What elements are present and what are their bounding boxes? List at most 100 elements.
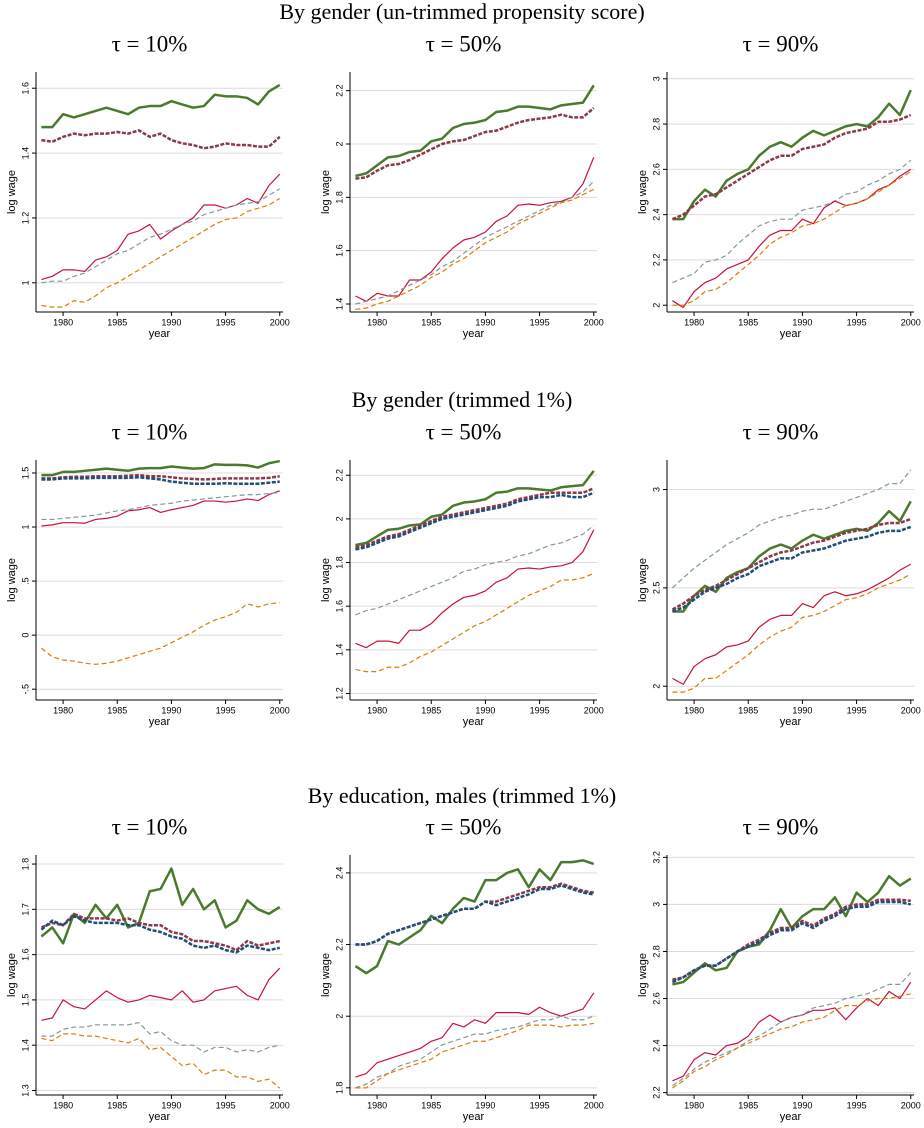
x-tick-label: 2000	[270, 1100, 290, 1110]
x-tick-label: 1990	[161, 1100, 181, 1110]
x-tick-label: 1985	[421, 1100, 441, 1110]
series-line	[355, 882, 594, 946]
y-tick-label: 2.2	[334, 84, 344, 97]
y-tick-label: 2	[651, 303, 661, 308]
x-tick-label: 2000	[584, 317, 604, 327]
x-tick-label: 1995	[530, 705, 550, 715]
y-tick-label: 1	[20, 525, 30, 530]
x-axis-label: year	[463, 1111, 485, 1123]
y-tick-label: 1.7	[20, 903, 30, 916]
x-tick-label: 1995	[530, 1100, 550, 1110]
series-line	[672, 168, 912, 309]
x-tick-label: 1980	[367, 705, 387, 715]
y-tick-label: 2.6	[651, 163, 661, 176]
series-line	[355, 572, 594, 673]
y-tick-label: 1.6	[20, 948, 30, 961]
series-line	[41, 197, 281, 308]
series-line	[672, 993, 911, 1089]
y-axis-label: log wage	[320, 953, 332, 997]
x-tick-label: 1985	[738, 317, 758, 327]
series-line	[671, 525, 912, 613]
x-tick-label: 1990	[475, 705, 495, 715]
series-line	[671, 517, 912, 611]
panel-title: τ = 50%	[426, 814, 502, 839]
series-line	[672, 563, 912, 685]
x-tick-label: 2000	[901, 705, 921, 715]
x-tick-label: 2000	[270, 705, 290, 715]
section-title: By gender (trimmed 1%)	[352, 387, 573, 412]
y-axis-label: log wage	[6, 953, 18, 997]
y-tick-label: 2.8	[651, 118, 661, 131]
y-tick-label: 2.2	[651, 1086, 661, 1099]
y-tick-label: -.5	[20, 684, 30, 695]
series-line	[41, 1021, 280, 1053]
section-title: By gender (un-trimmed propensity score)	[279, 0, 644, 24]
series-line	[355, 992, 595, 1078]
x-tick-label: 1995	[530, 317, 550, 327]
y-tick-label: 1.4	[20, 1039, 30, 1052]
x-tick-label: 1990	[161, 705, 181, 715]
series-line	[355, 491, 595, 551]
x-axis-label: year	[780, 1111, 802, 1123]
x-tick-label: 1980	[684, 1100, 704, 1110]
series-line	[672, 972, 912, 1087]
y-tick-label: 1.8	[20, 858, 30, 871]
x-tick-label: 1995	[847, 705, 867, 715]
series-line	[355, 180, 595, 305]
x-tick-label: 1980	[53, 317, 73, 327]
y-tick-label: 1.8	[334, 1082, 344, 1095]
series-line	[355, 1015, 594, 1089]
y-tick-label: 1.4	[334, 644, 344, 657]
series-line	[355, 524, 595, 616]
x-tick-label: 1985	[107, 705, 127, 715]
x-tick-label: 1980	[367, 317, 387, 327]
series-line	[355, 84, 595, 178]
x-axis-label: year	[780, 328, 802, 340]
x-tick-label: 1980	[684, 317, 704, 327]
x-tick-label: 1995	[216, 705, 236, 715]
y-tick-label: 1.2	[334, 687, 344, 700]
y-tick-label: 2.4	[334, 867, 344, 880]
x-tick-label: 2000	[584, 1100, 604, 1110]
y-tick-label: 3	[651, 487, 661, 492]
y-tick-label: 1.8	[334, 556, 344, 569]
series-line	[41, 476, 280, 486]
y-tick-label: 1.4	[334, 298, 344, 311]
series-line	[672, 159, 912, 284]
series-line	[41, 473, 280, 481]
x-tick-label: 2000	[901, 317, 921, 327]
y-tick-label: 1	[20, 280, 30, 285]
series-line	[355, 884, 594, 946]
series-line	[671, 900, 912, 984]
x-tick-label: 1980	[684, 705, 704, 715]
series-line	[41, 602, 280, 665]
series-line	[40, 867, 281, 945]
y-tick-label: 1.8	[334, 191, 344, 204]
panel-title: τ = 50%	[426, 419, 502, 444]
series-line	[41, 173, 281, 281]
x-axis-label: year	[780, 716, 802, 728]
y-tick-label: 2.6	[651, 992, 661, 1005]
y-tick-label: 2.5	[651, 582, 661, 595]
y-tick-label: 2	[651, 684, 661, 689]
series-line	[672, 469, 912, 589]
x-tick-label: 1985	[107, 1100, 127, 1110]
y-tick-label: .5	[20, 577, 30, 585]
y-axis-label: log wage	[320, 170, 332, 214]
x-tick-label: 1990	[475, 1100, 495, 1110]
x-tick-label: 1980	[367, 1100, 387, 1110]
y-tick-label: 1.5	[20, 467, 30, 480]
y-axis-label: log wage	[320, 558, 332, 602]
series-line	[41, 129, 281, 150]
y-tick-label: 1.6	[20, 82, 30, 95]
y-tick-label: 1.3	[20, 1084, 30, 1097]
series-line	[672, 171, 912, 306]
x-tick-label: 1985	[421, 705, 441, 715]
y-tick-label: 3	[651, 902, 661, 907]
series-line	[355, 529, 595, 649]
panel-title: τ = 10%	[112, 814, 188, 839]
x-tick-label: 1995	[216, 1100, 236, 1110]
series-line	[41, 967, 281, 1021]
series-line	[671, 113, 912, 221]
x-tick-label: 1990	[792, 1100, 812, 1110]
